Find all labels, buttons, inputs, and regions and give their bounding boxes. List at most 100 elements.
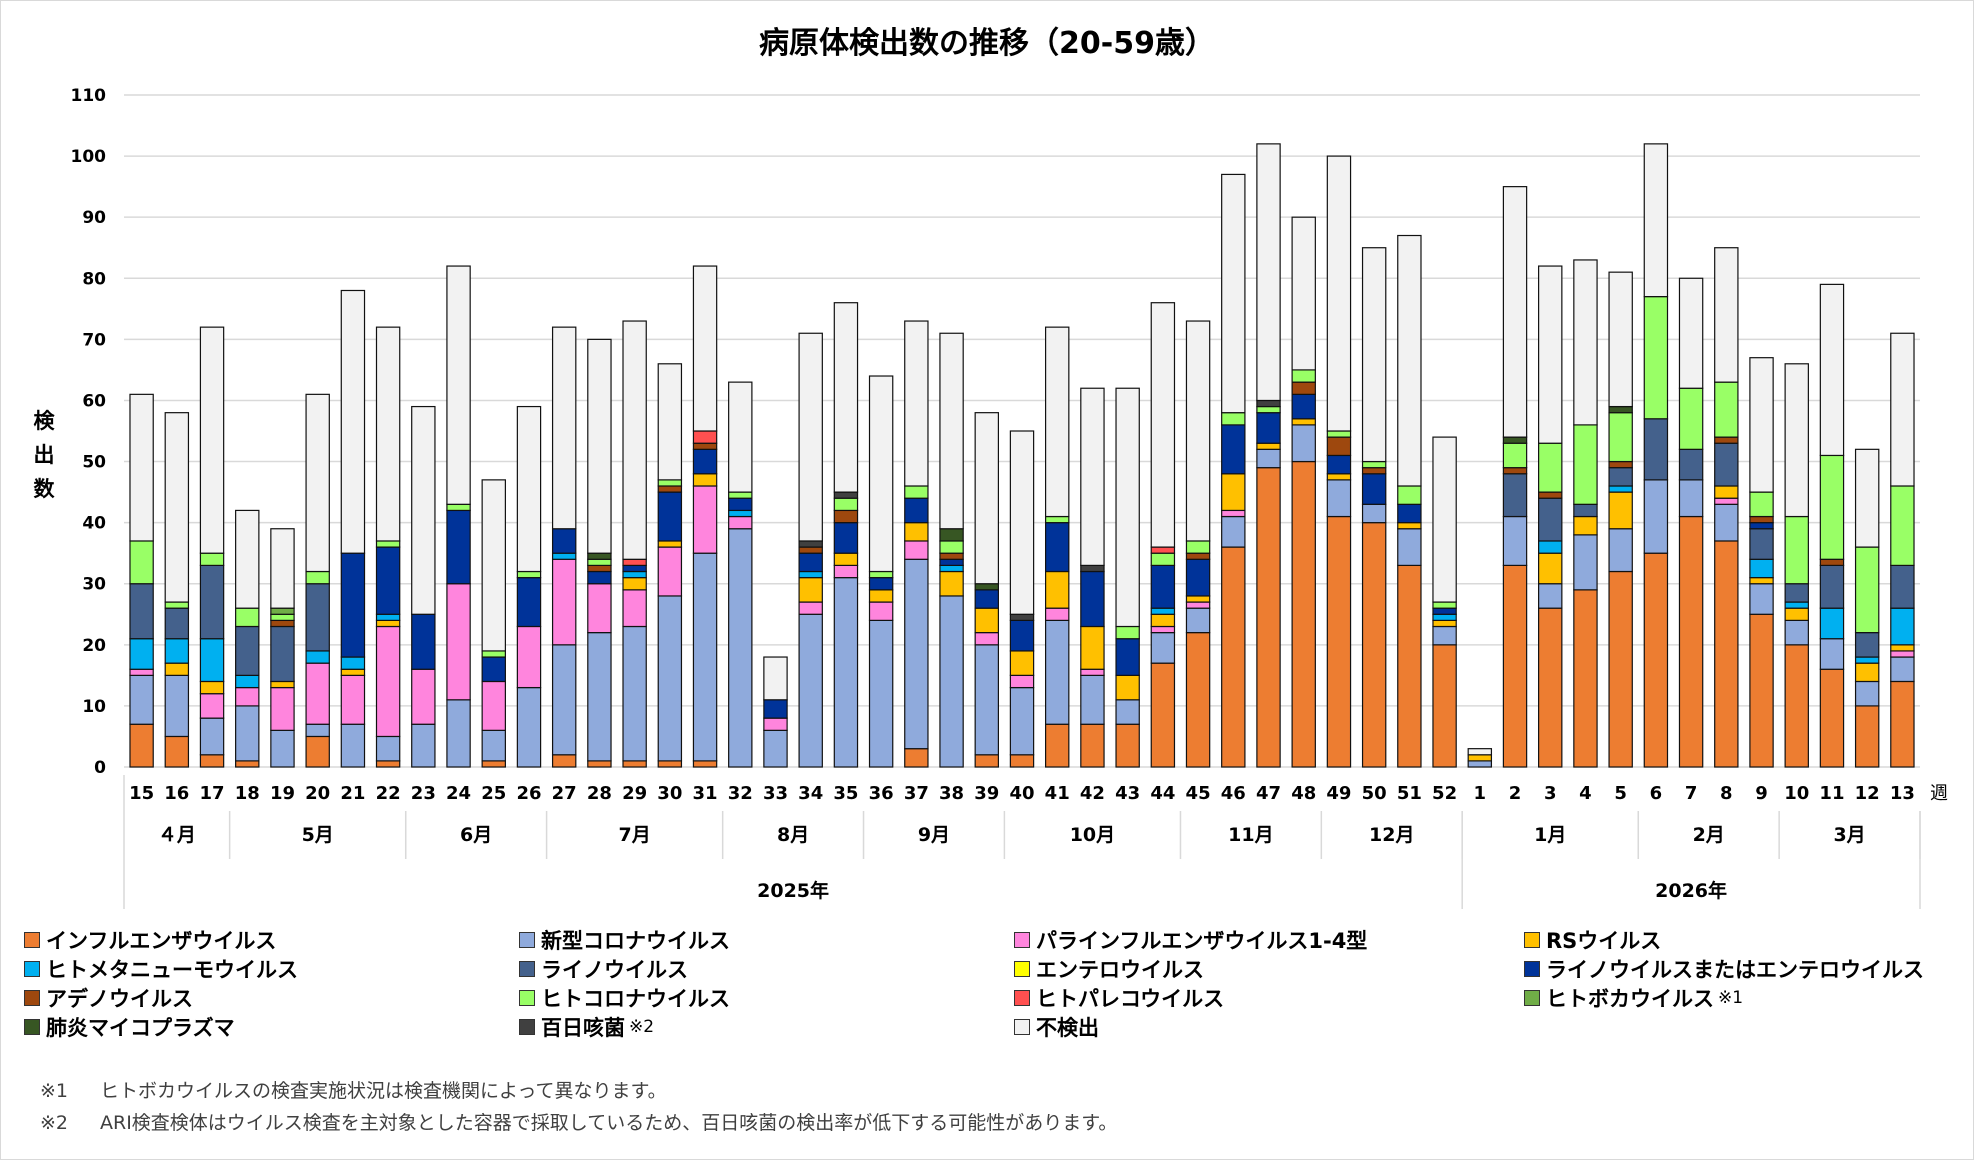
x-tick-label: 12 <box>1855 783 1880 804</box>
bar-segment <box>1361 467 1387 475</box>
bar-segment <box>481 680 506 731</box>
y-tick-label: 90 <box>82 208 106 228</box>
month-label: 5月 <box>302 824 334 846</box>
bar-segment <box>692 265 718 432</box>
bar-segment <box>270 607 295 615</box>
month-label: 2月 <box>1693 824 1725 846</box>
bar-segment <box>763 729 788 768</box>
bar-segment <box>1221 509 1246 518</box>
bar-segment <box>199 552 225 567</box>
bar-segment <box>1573 515 1598 536</box>
bar-segment <box>446 583 471 701</box>
bar-segment <box>1432 625 1457 646</box>
bar-segment <box>728 497 753 512</box>
bar-segment <box>235 705 260 762</box>
bar-segment <box>833 564 859 579</box>
bar-segment <box>1749 515 1774 524</box>
legend-swatch <box>519 990 535 1006</box>
bar-segment <box>622 320 647 560</box>
bar-segment <box>1890 680 1915 768</box>
x-tick-label: 18 <box>235 783 260 804</box>
bar-segment <box>1643 296 1669 420</box>
bar-segment <box>1714 436 1739 444</box>
bar-segment <box>1714 503 1739 542</box>
bar-segment <box>1714 442 1739 487</box>
bar-segment <box>833 302 859 493</box>
bar-segment <box>728 515 753 530</box>
legend-swatch <box>1014 932 1030 948</box>
bar-segment <box>622 577 647 591</box>
month-label: 3月 <box>1833 824 1865 846</box>
month-label: 8月 <box>777 824 809 846</box>
bar-segment <box>868 589 894 603</box>
bar-segment <box>340 668 366 676</box>
x-tick-label: 30 <box>657 783 682 804</box>
month-label: 9月 <box>918 824 950 846</box>
bar-segment <box>1044 326 1070 518</box>
legend-item: パラインフルエンザウイルス1-4型 <box>1014 925 1367 955</box>
bar-segment <box>587 583 612 634</box>
bar-segment <box>1854 448 1880 548</box>
x-tick-label: 38 <box>939 783 964 804</box>
bar-segment <box>974 583 1000 591</box>
x-tick-label: 21 <box>340 783 365 804</box>
bar-segment <box>1291 418 1316 426</box>
bar-segment <box>375 619 401 628</box>
bar-segment <box>1643 479 1669 554</box>
legend-note: ※2 <box>629 1017 655 1037</box>
bar-segment <box>516 570 542 579</box>
x-tick-label: 35 <box>833 783 858 804</box>
bar-segment <box>1573 424 1598 505</box>
bar-segment <box>340 289 366 554</box>
legend-swatch <box>519 961 535 977</box>
bar-segment <box>1326 155 1352 432</box>
bar-segment <box>1326 454 1352 475</box>
bar-segment <box>833 491 859 499</box>
x-tick-label: 6 <box>1650 783 1663 804</box>
bar-segment <box>411 723 436 768</box>
bar-segment <box>1608 460 1633 469</box>
bar-segment <box>798 540 823 548</box>
bar-segment <box>692 448 718 475</box>
x-tick-label: 46 <box>1221 783 1246 804</box>
month-label: 1月 <box>1534 824 1566 846</box>
x-tick-label: 49 <box>1326 783 1351 804</box>
year-label: 2026年 <box>1655 879 1727 902</box>
bar-segment <box>375 735 401 762</box>
x-tick-label: 24 <box>446 783 471 804</box>
bar-segment <box>1150 552 1176 567</box>
x-tick-label: 44 <box>1150 783 1175 804</box>
bar-segment <box>516 625 542 689</box>
bar-segment <box>164 601 190 609</box>
bar-segment <box>1573 534 1598 591</box>
bar-segment <box>1608 491 1633 530</box>
bar-segment <box>1784 644 1809 768</box>
x-tick-label: 45 <box>1186 783 1211 804</box>
bar-segment <box>939 570 964 597</box>
footnotes: ※1 ヒトボカウイルスの検査実施状況は検査機関によって異なります。 ※2 ARI検査… <box>40 1075 1117 1139</box>
bar-segment <box>657 595 683 762</box>
bar-segment <box>622 760 647 768</box>
legend-swatch <box>519 1019 535 1035</box>
bar-segment <box>1080 674 1105 725</box>
bar-segment <box>305 650 330 664</box>
bar-segment <box>199 754 225 768</box>
bar-segment <box>1009 754 1035 768</box>
bar-segment <box>1538 442 1563 493</box>
bar-segment <box>798 546 823 554</box>
bar-segment <box>1608 528 1633 573</box>
bar-segment <box>1009 619 1035 652</box>
bar-segment <box>1291 393 1316 420</box>
bar-segment <box>1115 674 1140 701</box>
bar-segment <box>622 558 647 566</box>
x-tick-label: 25 <box>481 783 506 804</box>
x-tick-label: 1 <box>1474 783 1487 804</box>
bar-segment <box>1819 638 1845 670</box>
bar-segment <box>270 625 295 683</box>
bar-segment <box>868 577 894 591</box>
bar-segment <box>1432 613 1457 621</box>
footnote-2: ※2 ARI検査検体はウイルス検査を主対象とした容器で採取しているため、百日咳菌の… <box>40 1112 1118 1134</box>
bar-segment <box>446 503 471 512</box>
bar-segment <box>199 717 225 756</box>
bar-segment <box>1221 473 1246 512</box>
